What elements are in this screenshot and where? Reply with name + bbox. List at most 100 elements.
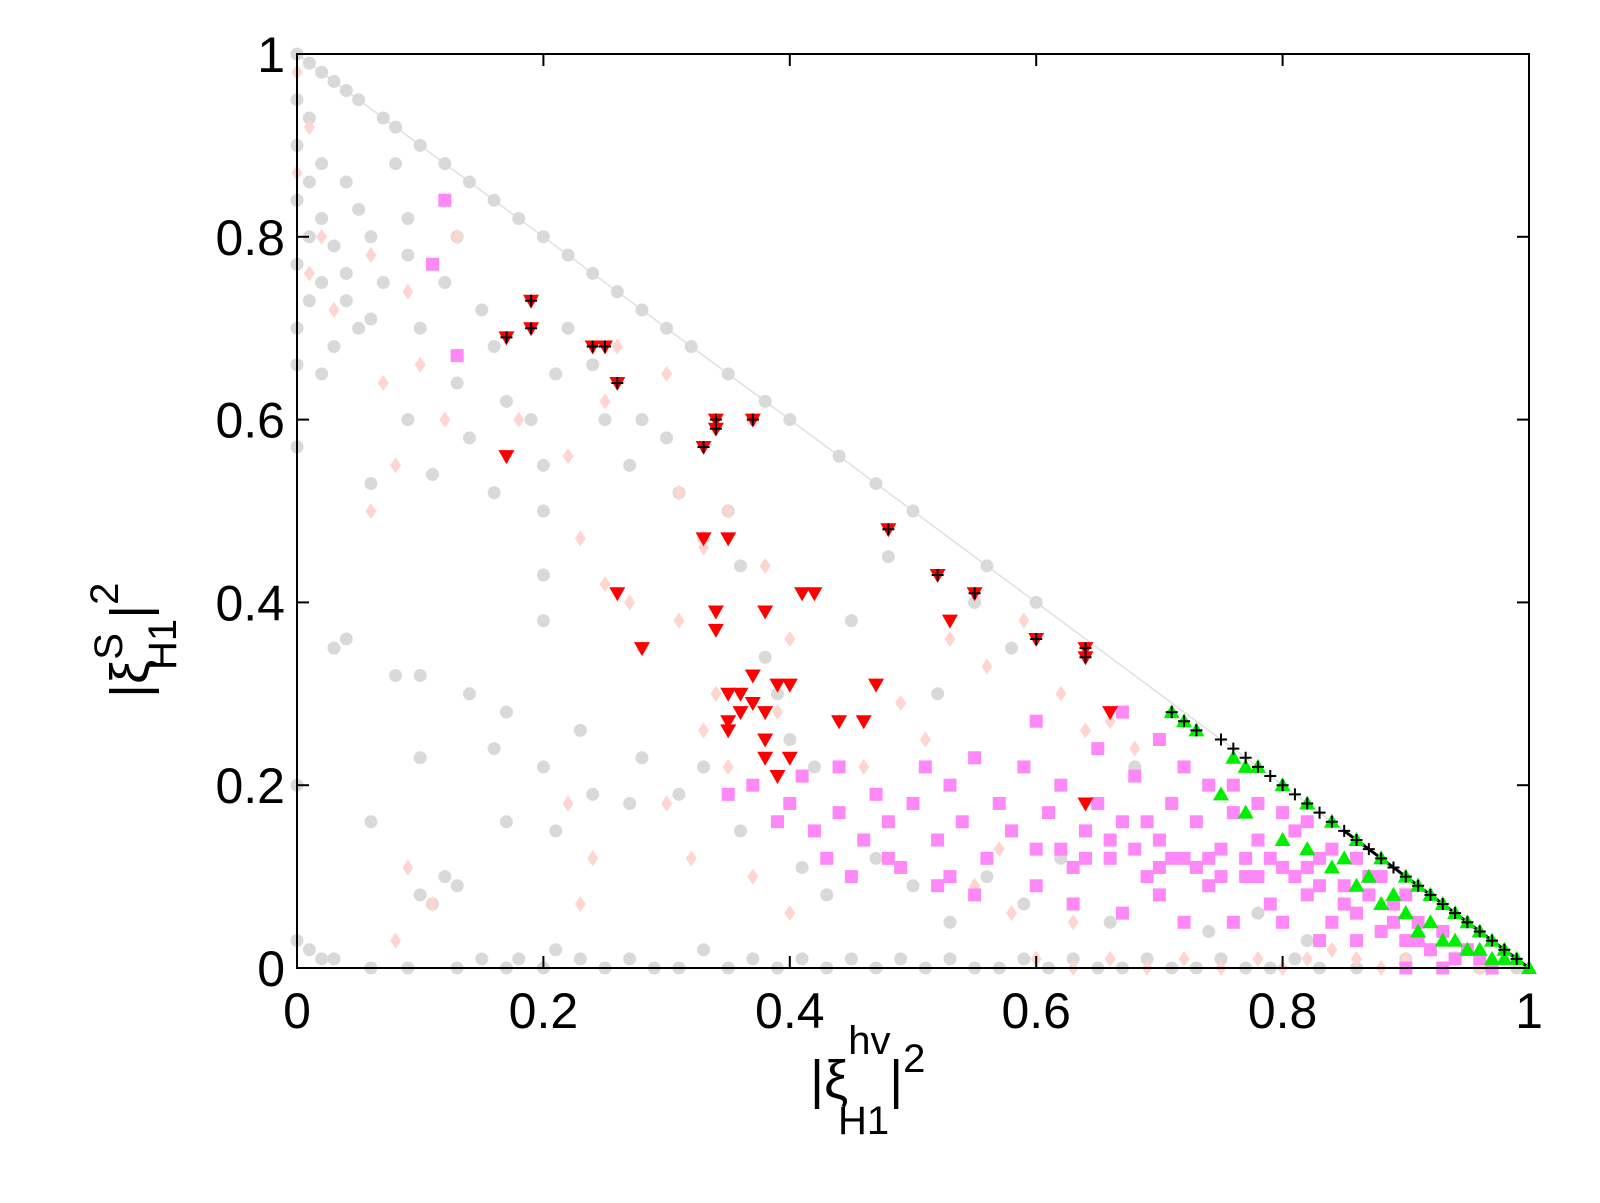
- point-square: [1165, 851, 1179, 865]
- point-circle: [302, 56, 316, 70]
- point-circle: [869, 851, 883, 865]
- point-square: [1165, 796, 1179, 810]
- point-circle: [315, 367, 329, 381]
- y-tick-label: 0.8: [215, 210, 285, 266]
- point-square: [1078, 851, 1092, 865]
- point-circle: [598, 413, 612, 427]
- point-plus: [1178, 715, 1191, 728]
- point-circle: [536, 568, 550, 582]
- series-square: [426, 193, 1499, 975]
- point-circle: [1005, 641, 1019, 655]
- point-plus: [1313, 806, 1326, 819]
- point-circle: [315, 65, 329, 79]
- point-plus: [1412, 879, 1425, 892]
- x-tick-label: 0: [283, 983, 311, 1039]
- point-diamond: [1252, 950, 1264, 967]
- point-square: [857, 833, 871, 847]
- point-circle: [413, 321, 427, 335]
- point-diamond: [895, 694, 907, 711]
- point-square: [1226, 806, 1240, 820]
- point-square: [881, 851, 895, 865]
- point-circle: [536, 504, 550, 518]
- point-plus: [1079, 642, 1092, 655]
- y-tick-label: 0.4: [215, 575, 285, 631]
- point-square: [1029, 879, 1043, 893]
- point-square: [1066, 860, 1080, 874]
- point-plus: [1387, 861, 1400, 874]
- point-circle: [352, 202, 366, 216]
- point-circle: [426, 467, 440, 481]
- point-square: [894, 860, 908, 874]
- y-axis-label-base: |ξ: [100, 660, 160, 698]
- point-diamond: [1079, 722, 1091, 739]
- point-triangle-up: [1471, 941, 1488, 956]
- x-axis-label-tail-sup: 2: [903, 1037, 925, 1081]
- point-square: [1189, 860, 1203, 874]
- point-triangle-down: [707, 605, 724, 620]
- point-circle: [820, 888, 834, 902]
- point-circle: [1214, 952, 1228, 966]
- point-diamond: [427, 896, 439, 913]
- point-plus: [968, 587, 981, 600]
- point-triangle-up: [1434, 932, 1451, 947]
- point-triangle-down: [498, 450, 515, 465]
- point-square: [1350, 851, 1364, 865]
- point-circle: [968, 595, 982, 609]
- point-circle: [302, 294, 316, 308]
- point-square: [426, 257, 440, 271]
- point-diamond: [365, 503, 377, 519]
- point-triangle-up: [1348, 877, 1365, 892]
- point-square: [943, 778, 957, 792]
- point-circle: [549, 943, 563, 957]
- point-circle: [536, 458, 550, 472]
- point-triangle-down: [794, 587, 811, 602]
- point-square: [1152, 888, 1166, 902]
- y-tick-label: 0: [257, 941, 285, 997]
- point-diamond: [1104, 950, 1116, 967]
- point-circle: [734, 559, 748, 573]
- point-diamond: [1018, 612, 1030, 629]
- x-tick-label: 1: [1515, 983, 1543, 1039]
- point-square: [1091, 742, 1105, 756]
- point-circle: [438, 276, 452, 289]
- point-circle: [364, 815, 378, 829]
- point-circle: [487, 486, 501, 500]
- point-triangle-up: [1397, 905, 1414, 920]
- point-plus: [697, 441, 710, 454]
- point-square: [1202, 851, 1216, 865]
- point-circle: [364, 477, 378, 491]
- point-square: [1276, 915, 1290, 929]
- point-circle: [438, 157, 452, 171]
- point-circle: [943, 915, 957, 929]
- point-circle: [1140, 952, 1154, 966]
- x-tick-label: 0.8: [1248, 983, 1318, 1039]
- point-square: [1202, 879, 1216, 893]
- point-plus: [1510, 952, 1523, 965]
- point-plus: [1239, 751, 1252, 764]
- point-square: [1029, 842, 1043, 856]
- point-square: [807, 824, 821, 838]
- point-diamond: [365, 247, 377, 264]
- point-circle: [783, 413, 797, 427]
- point-plus: [709, 422, 722, 435]
- point-triangle-up: [1459, 941, 1476, 956]
- point-plus: [1399, 870, 1412, 883]
- point-diamond: [599, 576, 611, 593]
- point-circle: [770, 687, 784, 701]
- point-diamond: [944, 630, 956, 647]
- point-circle: [413, 669, 427, 683]
- point-circle: [499, 815, 513, 829]
- point-square: [1091, 796, 1105, 810]
- point-circle: [832, 449, 846, 463]
- point-square: [820, 851, 834, 865]
- point-triangle-up: [1373, 896, 1390, 911]
- point-plus: [599, 340, 611, 353]
- point-plus: [882, 523, 895, 536]
- point-square: [832, 806, 846, 820]
- point-plus: [1301, 797, 1314, 810]
- point-circle: [980, 870, 994, 884]
- point-circle: [844, 952, 858, 966]
- x-tick-label: 0.2: [509, 983, 579, 1039]
- point-circle: [364, 230, 378, 244]
